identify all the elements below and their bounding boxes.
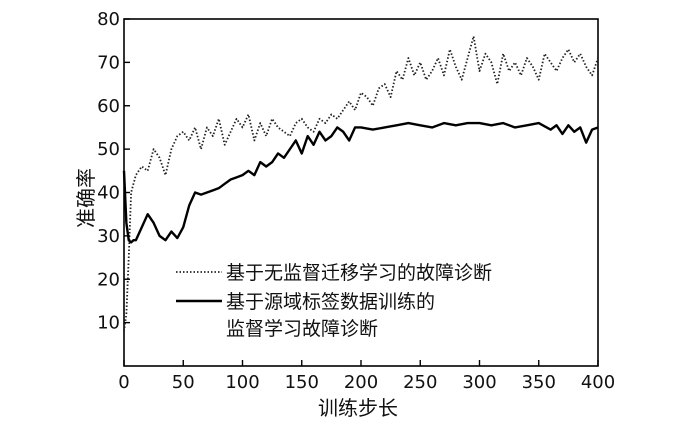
series-layer [122,35,599,332]
x-tick-label: 50 [172,372,195,393]
legend-label-supervised-line1: 基于源域标签数据训练的 [226,291,435,313]
x-axis-title: 训练步长 [318,396,398,420]
y-tick-label: 30 [97,226,120,247]
legend-label-unsupervised: 基于无监督迁移学习的故障诊断 [226,262,492,284]
x-tick-label: 400 [581,372,615,393]
x-tick-label: 250 [403,372,437,393]
y-tick-label: 80 [97,9,120,30]
legend-label-supervised-line2: 监督学习故障诊断 [226,318,378,340]
x-tick-label: 0 [118,372,129,393]
y-tick-label: 40 [97,183,120,204]
y-tick-label: 70 [97,52,120,73]
series-line-unsupervised [123,35,599,332]
y-axis-title: 准确率 [74,168,98,228]
axes: 0 50 100 150 200 250 300 350 400 10 20 30 40 50 60 70 80 [97,9,615,393]
x-tick-label: 200 [344,372,378,393]
y-tick-label: 50 [97,139,120,160]
y-tick-label: 20 [97,269,120,290]
x-tick-label: 150 [285,372,319,393]
series-line-supervised [122,121,599,244]
y-tick-label: 60 [97,96,120,117]
legend: 基于无监督迁移学习的故障诊断 基于源域标签数据训练的 监督学习故障诊断 [176,262,492,340]
y-tick-label: 10 [97,313,120,334]
x-tick-label: 300 [462,372,496,393]
x-tick-label: 350 [522,372,556,393]
x-tick-label: 100 [225,372,259,393]
